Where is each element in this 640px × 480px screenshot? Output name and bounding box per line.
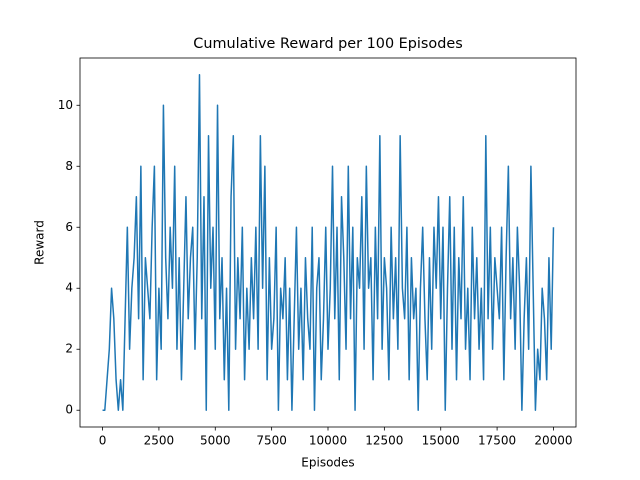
y-tick-label: 6 bbox=[65, 220, 73, 234]
x-tick-label: 10000 bbox=[309, 434, 347, 448]
x-tick-label: 20000 bbox=[534, 434, 572, 448]
y-axis-label: Reward bbox=[33, 220, 47, 265]
data-line bbox=[102, 74, 555, 411]
x-tick-label: 5000 bbox=[200, 434, 231, 448]
x-tick-label: 7500 bbox=[256, 434, 287, 448]
x-tick-label: 15000 bbox=[422, 434, 460, 448]
x-tick-label: 0 bbox=[99, 434, 107, 448]
y-tick-label: 8 bbox=[65, 159, 73, 173]
x-tick-label: 2500 bbox=[144, 434, 175, 448]
plot-frame bbox=[79, 57, 577, 428]
x-tick-label: 12500 bbox=[365, 434, 403, 448]
y-tick-label: 4 bbox=[65, 281, 73, 295]
y-tick-label: 0 bbox=[65, 403, 73, 417]
y-tick-label: 2 bbox=[65, 342, 73, 356]
y-tick-label: 10 bbox=[58, 98, 73, 112]
chart-title: Cumulative Reward per 100 Episodes bbox=[193, 36, 462, 52]
x-tick-label: 17500 bbox=[478, 434, 516, 448]
x-axis-label: Episodes bbox=[301, 456, 354, 470]
